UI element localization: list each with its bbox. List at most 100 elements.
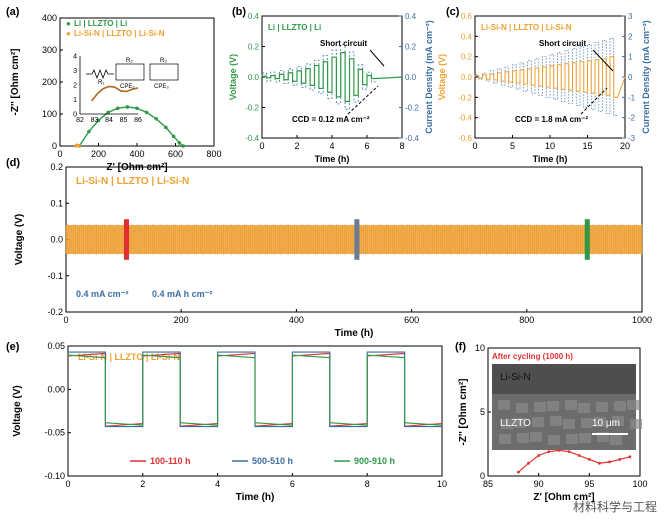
y2-tick-label: -1 (628, 93, 636, 102)
x-tick-label: 2 (294, 141, 299, 151)
sem-grain (532, 417, 544, 427)
arrow-short-circuit (369, 49, 385, 67)
y-axis-label: Voltage (V) (12, 385, 23, 436)
inset-series-line (90, 85, 139, 102)
y-tick-label: 0.4 (248, 12, 260, 21)
sem-grain (499, 434, 511, 444)
y2-tick-label: -0.4 (405, 134, 419, 143)
y2-tick-label: 1 (628, 53, 633, 62)
circuit-label-r2: R₂ (126, 58, 133, 64)
panel-title: Li-Si-N | LLZTO | Li-Si-N (76, 176, 189, 187)
y-tick-label: 200 (42, 77, 57, 87)
sem-grain (610, 435, 622, 445)
highlight-marker (584, 219, 590, 260)
panel-title: Li-Si-N | LLZTO | Li-Si-N (78, 352, 180, 362)
y-axis-label: Voltage (V) (437, 54, 447, 100)
scale-bar-label: 10 μm (592, 418, 620, 429)
y-tick-label: -0.05 (44, 428, 65, 438)
y-axis-label: -Z'' [Ohm cm²] (458, 379, 469, 446)
y2-tick-label: -3 (628, 134, 636, 143)
voltage-band-texture (65, 223, 643, 256)
data-point (537, 454, 541, 457)
x-tick-label: 85 (483, 479, 493, 489)
y-tick-label: 5 (480, 407, 485, 417)
x-tick-label: 6 (290, 479, 295, 489)
y2-tick-label: -2 (628, 114, 636, 123)
circuit-label-cpe3: CPE₃ (154, 84, 169, 90)
x-tick-label: 200 (91, 149, 106, 159)
sem-grain (614, 401, 626, 411)
legend-marker-green: ● (66, 19, 71, 28)
x-axis-label: Time (h) (335, 328, 374, 339)
x-tick-label: 8 (365, 479, 370, 489)
data-point (567, 450, 571, 454)
y2-axis-label: Current Density (mA cm⁻²) (424, 20, 434, 133)
arrow-short-circuit (592, 49, 614, 72)
x-tick-label: 400 (129, 149, 144, 159)
x-tick-label: 400 (289, 315, 304, 325)
legend-entry: 500-510 h (252, 456, 293, 466)
current-density-line (261, 44, 376, 110)
sem-grain (594, 417, 606, 427)
y2-axis-label: Current Density (mA cm⁻²) (641, 20, 651, 133)
annotation-after-cycling: After cycling (1000 h) (492, 352, 573, 361)
sem-grain (517, 433, 529, 443)
sem-grain (516, 403, 528, 413)
legend-entry: 100-110 h (150, 456, 191, 466)
highlight-marker (354, 219, 360, 260)
data-point (557, 449, 561, 452)
y-tick-label: -0.2 (245, 104, 259, 113)
x-axis-label: Z' [Ohm cm²] (533, 492, 594, 503)
x-tick-label: 5 (510, 141, 515, 151)
annotation-ccd: CCD = 0.12 mA cm⁻² (292, 115, 370, 124)
x-tick-label: 0 (65, 479, 70, 489)
y-tick-label: 0.05 (47, 341, 65, 351)
y-tick-label: 0.2 (461, 53, 473, 62)
sem-top-layer (492, 364, 636, 394)
y-tick-label: 0.2 (50, 162, 63, 172)
circuit-label-cpe2: CPE₂ (120, 84, 135, 90)
inset-x-tick-label: 85 (120, 117, 128, 124)
x-tick-label: 8 (399, 141, 404, 151)
x-tick-label: 20 (620, 141, 630, 151)
annotation-current: 0.4 mA cm⁻² (76, 289, 128, 299)
panel-label: (c) (446, 6, 460, 18)
y-tick-label: -0.1 (47, 271, 63, 281)
y-tick-label: 400 (42, 13, 57, 23)
sem-grain (630, 419, 642, 429)
y2-tick-label: 0.4 (405, 12, 417, 21)
data-point (598, 461, 601, 465)
y-tick-label: -0.6 (458, 134, 472, 143)
sem-grain (498, 400, 510, 410)
y-tick-label: 0.0 (50, 235, 63, 245)
legend-marker-orange: ● (66, 29, 71, 38)
inset-y-tick-label: 1 (73, 97, 77, 104)
y-tick-label: 0 (52, 141, 57, 151)
x-tick-label: 0 (259, 141, 264, 151)
sem-grain (548, 435, 560, 445)
annotation-short-circuit: Short circuit (320, 39, 367, 48)
y-tick-label: 0.1 (50, 198, 63, 208)
data-point (608, 460, 611, 464)
inset-x-tick-label: 86 (134, 117, 142, 124)
y-tick-label: 0.6 (461, 12, 473, 21)
sem-grain (581, 418, 593, 428)
x-tick-label: 1000 (632, 315, 652, 325)
sem-grain (501, 419, 513, 429)
x-tick-label: 10 (437, 479, 447, 489)
y-tick-label: 0.4 (461, 32, 473, 41)
panel-label: (f) (455, 341, 466, 353)
panel-label: (d) (6, 157, 20, 169)
panel-label: (a) (6, 6, 20, 18)
y2-tick-label: -0.2 (405, 104, 419, 113)
data-point (577, 454, 581, 457)
panel-title: Li | LLZTO | Li (268, 23, 321, 32)
panel-label: (b) (232, 6, 246, 18)
voltage-line (261, 52, 403, 102)
sem-grain (566, 434, 578, 444)
x-tick-label: 4 (329, 141, 334, 151)
data-point-orange (77, 144, 81, 148)
x-axis-label: Time (h) (533, 154, 568, 164)
y-tick-label: -0.4 (458, 114, 472, 123)
